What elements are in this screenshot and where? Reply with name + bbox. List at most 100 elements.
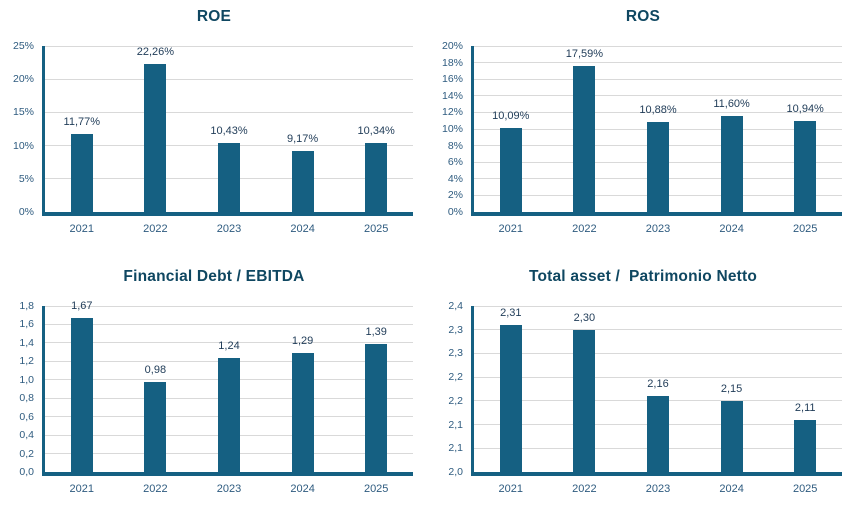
x-axis-category-label: 2023 bbox=[216, 483, 242, 495]
bar-value-label: 1,39 bbox=[365, 325, 387, 338]
x-axis-category-label: 2023 bbox=[216, 223, 242, 235]
plot-area: 0,0 0,2 0,4 0,6 0,8 1,0 1,2 1,4 1,6 1,8 1,67 2021 0,… bbox=[19, 301, 413, 495]
bar bbox=[794, 419, 817, 472]
y-axis-tick-label: 1,6 bbox=[19, 318, 34, 331]
y-axis-tick-label: 12% bbox=[441, 106, 463, 119]
bar-value-label: 1,29 bbox=[291, 335, 314, 348]
gridline bbox=[474, 62, 842, 64]
bar-value-label: 17,59% bbox=[565, 48, 604, 60]
y-axis-tick-label: 15% bbox=[12, 106, 34, 119]
x-axis-category-label: 2023 bbox=[645, 483, 671, 495]
chart-ros: ROS 0% 2% 4% 6% 8% 10% 12% 14% 16% 18% 20% 10,09% 20… bbox=[429, 0, 857, 252]
y-axis-tick-label: 10% bbox=[12, 139, 34, 152]
y-axis-tick-label: 1,8 bbox=[19, 299, 34, 312]
x-axis-category-label: 2024 bbox=[290, 483, 315, 495]
bar-value-label: 10,94% bbox=[786, 103, 824, 116]
y-axis-tick-label: 18% bbox=[441, 56, 463, 69]
x-axis-category-label: 2021 bbox=[498, 483, 524, 495]
plot-area: 0% 2% 4% 6% 8% 10% 12% 14% 16% 18% 20% 10,09% 2021 17… bbox=[442, 41, 842, 235]
bar bbox=[647, 121, 669, 212]
bar-value-label: 10,43% bbox=[210, 124, 248, 137]
gridline bbox=[474, 329, 842, 331]
y-axis-tick-label: 0,4 bbox=[19, 428, 34, 441]
bar-value-label: 10,88% bbox=[639, 103, 677, 116]
bar-value-label: 10,09% bbox=[492, 110, 530, 123]
x-axis-category-label: 2021 bbox=[69, 223, 95, 235]
plot-area: 2,0 2,1 2,1 2,2 2,2 2,3 2,3 2,4 2,31 2021 2,30 2022… bbox=[448, 301, 842, 495]
y-axis-tick-label: 14% bbox=[441, 89, 463, 102]
gridline bbox=[474, 352, 842, 354]
y-axis-tick-label: 0,2 bbox=[19, 447, 34, 460]
x-axis-category-label: 2025 bbox=[363, 223, 389, 235]
bar bbox=[365, 143, 388, 212]
y-axis-tick-label: 1,0 bbox=[19, 373, 34, 386]
bar bbox=[144, 381, 167, 472]
x-axis-category-label: 2021 bbox=[69, 483, 95, 495]
chart-title: ROS bbox=[625, 8, 661, 25]
bar bbox=[70, 133, 93, 212]
x-axis-category-label: 2025 bbox=[792, 483, 818, 495]
x-axis-category-label: 2022 bbox=[572, 223, 597, 235]
bar bbox=[794, 121, 817, 212]
x-axis-category-label: 2022 bbox=[572, 483, 597, 495]
bar bbox=[144, 64, 167, 212]
bar bbox=[70, 318, 93, 472]
gridline bbox=[474, 111, 842, 113]
bar-value-label: 0,98 bbox=[144, 363, 167, 376]
gridline bbox=[45, 45, 413, 47]
bar-value-label: 2,31 bbox=[500, 306, 522, 319]
chart-title: Total asset / Patrimonio Netto bbox=[528, 268, 758, 285]
bar bbox=[499, 128, 522, 212]
bar-value-label: 1,67 bbox=[71, 300, 93, 312]
bar bbox=[720, 115, 743, 212]
gridline bbox=[474, 305, 842, 307]
y-axis-tick-label: 5% bbox=[18, 172, 34, 185]
y-axis-tick-label: 25% bbox=[12, 39, 34, 52]
chart-total-asset-patrimonio-netto: Total asset / Patrimonio Netto 2,0 2,1 2,1… bbox=[429, 260, 857, 512]
y-axis-tick-label: 2,1 bbox=[448, 418, 463, 431]
x-axis-category-label: 2021 bbox=[498, 223, 524, 235]
bar-value-label: 1,24 bbox=[218, 339, 240, 352]
y-axis-tick-label: 2% bbox=[447, 189, 463, 202]
x-axis-category-label: 2025 bbox=[792, 223, 818, 235]
bar bbox=[720, 400, 743, 472]
y-axis-tick-label: 16% bbox=[441, 72, 463, 85]
gridline bbox=[45, 323, 413, 325]
bar bbox=[499, 324, 522, 472]
y-axis-tick-label: 8% bbox=[447, 139, 463, 152]
bar-value-label: 11,77% bbox=[63, 115, 101, 128]
y-axis-tick-label: 2,2 bbox=[448, 370, 463, 383]
y-axis-tick-label: 0% bbox=[18, 205, 34, 218]
plot-area: 0% 5% 10% 15% 20% 25% 11,77% 2021 22,26% 2022 10,4… bbox=[13, 41, 413, 235]
y-axis-tick-label: 6% bbox=[447, 155, 463, 168]
bar bbox=[365, 343, 388, 472]
x-axis-category-label: 2024 bbox=[290, 223, 315, 235]
bar-value-label: 10,34% bbox=[357, 125, 395, 138]
y-axis-tick-label: 2,3 bbox=[448, 347, 463, 360]
y-axis-tick-label: 2,2 bbox=[448, 394, 463, 407]
y-axis-tick-label: 0,6 bbox=[19, 410, 34, 423]
x-axis-category-label: 2023 bbox=[645, 223, 671, 235]
y-axis-tick-label: 20% bbox=[12, 72, 34, 85]
gridline bbox=[474, 376, 842, 378]
gridline bbox=[45, 342, 413, 344]
bar-value-label: 2,30 bbox=[573, 311, 596, 324]
gridline bbox=[474, 45, 842, 47]
bar bbox=[291, 353, 314, 472]
x-axis-category-label: 2025 bbox=[363, 483, 389, 495]
x-axis-category-label: 2022 bbox=[143, 483, 168, 495]
x-axis-category-label: 2022 bbox=[143, 223, 168, 235]
bar bbox=[218, 142, 240, 212]
gridline bbox=[45, 111, 413, 113]
y-axis-tick-label: 0,0 bbox=[19, 465, 34, 478]
bar-value-label: 2,11 bbox=[794, 401, 816, 414]
y-axis-tick-label: 0% bbox=[447, 205, 463, 218]
y-axis-tick-label: 2,1 bbox=[448, 442, 463, 455]
y-axis-tick-label: 4% bbox=[447, 172, 463, 185]
y-axis-tick-label: 1,2 bbox=[19, 355, 34, 368]
chart-financial-debt-ebitda: Financial Debt / EBITDA 0,0 0,2 0,4 0,6 0,8 1… bbox=[0, 260, 428, 512]
chart-title: Financial Debt / EBITDA bbox=[123, 268, 305, 285]
x-axis-category-label: 2024 bbox=[719, 223, 744, 235]
chart-title: ROE bbox=[196, 8, 232, 25]
